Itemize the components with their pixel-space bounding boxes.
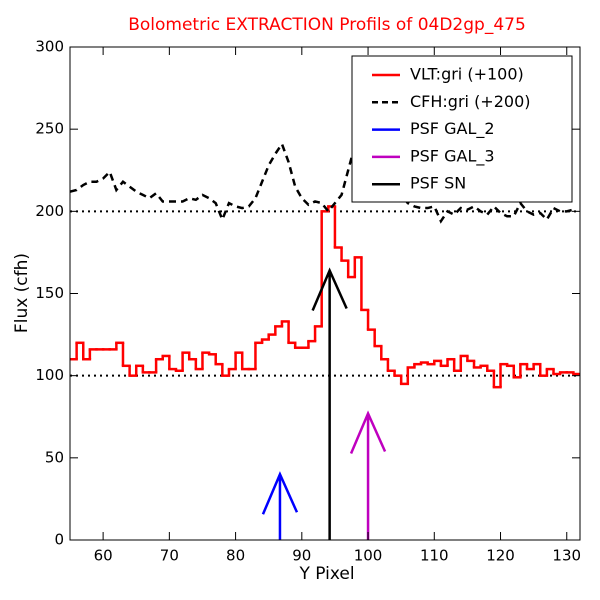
x-axis-label: Y Pixel	[298, 564, 354, 584]
y-tick-label: 100	[35, 366, 64, 384]
plot-frame	[69, 46, 581, 541]
arrow	[311, 267, 348, 540]
y-tick-label: 0	[54, 531, 64, 549]
plot-area	[70, 134, 580, 540]
x-tick-label: 90	[292, 547, 311, 565]
y-tick-label: 150	[35, 284, 64, 302]
arrow	[349, 410, 387, 540]
x-tick-label: 70	[160, 547, 179, 565]
chart-title: Bolometric EXTRACTION Profils of 04D2gp_…	[128, 15, 526, 35]
legend-label: CFH:gri (+200)	[410, 92, 531, 111]
x-tick-label: 130	[552, 547, 581, 565]
legend-label: PSF GAL_3	[410, 146, 495, 166]
y-tick-label: 200	[35, 202, 64, 220]
legend-label: PSF GAL_2	[410, 119, 495, 139]
y-tick-label: 250	[35, 120, 64, 138]
x-tick-label: 100	[354, 547, 383, 565]
y-tick-label: 50	[45, 448, 64, 466]
y-tick-label: 300	[35, 38, 64, 56]
legend-label: VLT:gri (+100)	[410, 65, 524, 84]
x-tick-label: 60	[94, 547, 113, 565]
x-tick-label: 80	[226, 547, 245, 565]
legend-label: PSF SN	[410, 174, 466, 193]
dashed-line	[70, 134, 574, 224]
x-tick-label: 120	[486, 547, 515, 565]
x-tick-label: 110	[420, 547, 449, 565]
arrow	[261, 471, 299, 540]
y-axis-label: Flux (cfh)	[12, 253, 32, 333]
